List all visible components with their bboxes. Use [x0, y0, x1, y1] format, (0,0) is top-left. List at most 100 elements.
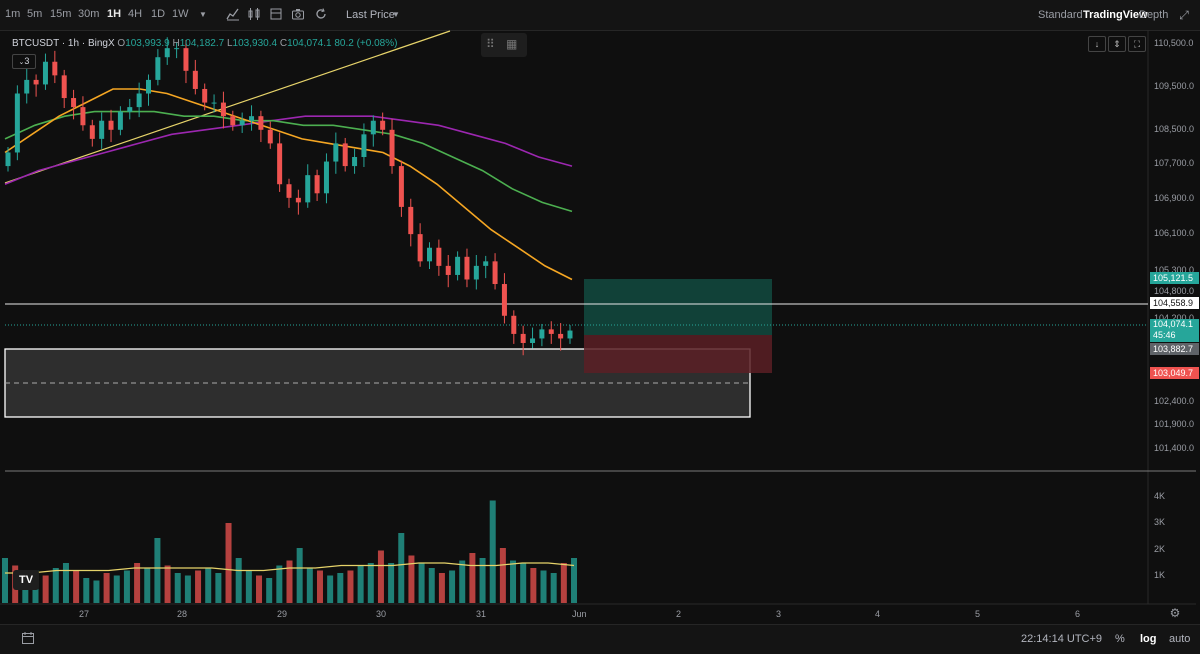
timeframe-5m[interactable]: 5m — [27, 8, 43, 20]
candle-body — [136, 93, 142, 108]
candle-body — [445, 265, 451, 275]
clock[interactable]: 22:14:14 UTC+9 — [1021, 633, 1103, 645]
candle-body — [146, 79, 151, 94]
volume-ma-line — [5, 562, 575, 574]
volume-bar — [184, 575, 191, 603]
legend-high: 104,182.7 — [179, 38, 225, 49]
volume-bar — [499, 548, 506, 603]
timeframe-1h[interactable]: 1H — [107, 8, 122, 20]
drag-handle-icon[interactable]: ⠿ — [486, 37, 495, 51]
timeframe-1w[interactable]: 1W — [172, 8, 189, 20]
legend-high-key: H — [172, 38, 180, 49]
candle-body — [352, 157, 358, 167]
volume-bar — [164, 565, 171, 603]
price-mode-select[interactable]: Last Price — [346, 9, 395, 21]
volume-bar — [408, 555, 415, 603]
volume-bar — [205, 568, 212, 603]
volume-bar — [571, 558, 577, 603]
tradingview-logo[interactable]: TV — [13, 570, 39, 590]
volume-bar — [540, 570, 547, 603]
volume-label: 2K — [1154, 544, 1166, 554]
calendar-icon[interactable] — [20, 631, 36, 647]
scroll-down-icon[interactable]: ↓ — [1088, 36, 1106, 52]
candle-body — [370, 120, 376, 135]
last-price-tag: 104,074.1 45:46 — [1150, 319, 1199, 342]
settings-gear-icon[interactable]: ⚙ — [1169, 606, 1181, 620]
candle-body — [520, 333, 526, 343]
price-mode-dropdown-icon[interactable]: ▼ — [392, 10, 400, 19]
entry-price-tag: 103,882.7 — [1150, 343, 1199, 355]
candle-body — [333, 143, 339, 162]
maximize-icon[interactable]: ⛶ — [1128, 36, 1146, 52]
legend-symbol[interactable]: BTCUSDT · 1h · BingX — [12, 38, 115, 49]
volume-bar — [449, 570, 456, 603]
candle-body — [24, 79, 30, 94]
price-chart[interactable] — [0, 30, 1200, 624]
price-label: 105,300.0 — [1154, 265, 1195, 275]
templates-icon[interactable] — [268, 7, 284, 23]
candle-body — [464, 256, 470, 280]
volume-bar — [398, 533, 405, 603]
volume-bar — [123, 570, 130, 603]
ma-slow-line — [4, 115, 573, 185]
time-label: 6 — [1075, 609, 1081, 619]
candle-body — [211, 102, 217, 104]
indicator-toggle[interactable]: ⌄3 — [12, 54, 36, 69]
volume-bar — [388, 563, 395, 603]
timeframe-4h[interactable]: 4H — [128, 8, 143, 20]
collapse-icon[interactable]: ⇕ — [1108, 36, 1126, 52]
time-label: 28 — [177, 609, 188, 619]
candle-body — [5, 152, 11, 167]
volume-bar — [367, 563, 374, 603]
volume-bar — [479, 558, 486, 603]
layout-grid-icon[interactable]: ▦ — [506, 37, 518, 51]
volume-bars — [2, 500, 577, 603]
candle-body — [530, 338, 536, 343]
volume-bar — [418, 563, 425, 603]
target-price-tag: 105,121.5 — [1150, 272, 1199, 284]
legend-low: 103,930.4 — [232, 38, 278, 49]
candle-body — [99, 120, 105, 139]
chart-type-icon[interactable] — [246, 7, 262, 23]
view-standard[interactable]: Standard — [1038, 9, 1083, 21]
indicators-icon[interactable] — [225, 7, 241, 23]
camera-icon[interactable] — [290, 7, 306, 23]
volume-bar — [73, 570, 80, 603]
timeframe-1m[interactable]: 1m — [5, 8, 21, 20]
price-label: 109,500.0 — [1154, 81, 1195, 91]
candle-body — [286, 184, 292, 198]
timeframe-15m[interactable]: 15m — [50, 8, 72, 20]
log-toggle[interactable]: log — [1140, 633, 1157, 645]
percent-toggle[interactable]: % — [1115, 633, 1125, 645]
volume-bar — [154, 538, 161, 603]
view-depth[interactable]: Depth — [1139, 9, 1169, 21]
auto-toggle[interactable]: auto — [1169, 633, 1191, 645]
volume-bar — [459, 560, 466, 603]
legend-close: 104,074.1 — [287, 38, 332, 49]
candle-body — [305, 175, 311, 203]
volume-bar — [42, 575, 49, 603]
price-label: 102,400.0 — [1154, 396, 1195, 406]
position-stop-zone — [584, 335, 772, 373]
timeframe-30m[interactable]: 30m — [78, 8, 100, 20]
volume-bar — [215, 573, 222, 603]
floating-drawing-toolbar: ⠿ ▦ — [481, 33, 527, 57]
reset-icon[interactable] — [313, 7, 329, 23]
time-label: 3 — [776, 609, 782, 619]
candle-body — [174, 48, 180, 50]
volume-bar — [83, 578, 90, 603]
candle-countdown: 45:46 — [1153, 330, 1176, 340]
candle-body — [239, 120, 245, 126]
volume-bar — [286, 560, 293, 603]
view-tradingview[interactable]: TradingView — [1083, 9, 1148, 21]
fullscreen-icon[interactable]: ⤢ — [1179, 8, 1189, 22]
timeframe-1d[interactable]: 1D — [151, 8, 166, 20]
candle-body — [511, 315, 517, 334]
candle-body — [398, 166, 404, 207]
time-label: 27 — [79, 609, 90, 619]
volume-bar — [225, 523, 232, 603]
candle-body — [417, 234, 423, 262]
timeframe-dropdown-icon[interactable]: ▼ — [199, 10, 207, 19]
volume-bar — [337, 573, 344, 603]
candle-body — [108, 120, 114, 130]
